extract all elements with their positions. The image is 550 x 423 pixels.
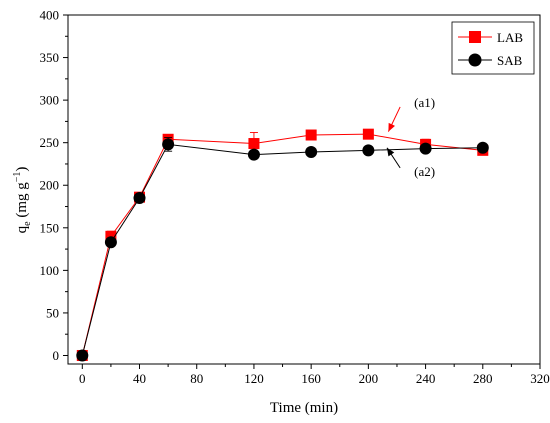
x-tick-label: 280 <box>473 371 493 386</box>
y-label-unit: (mg g <box>14 182 30 222</box>
x-tick-label: 160 <box>301 371 321 386</box>
annotation-arrow-head <box>388 122 395 132</box>
series-lab-point <box>362 128 374 140</box>
series-sab-point <box>247 148 260 161</box>
annotations: (a1) (a2) <box>386 95 435 179</box>
y-tick-label: 200 <box>40 178 60 193</box>
y-tick-label: 400 <box>40 8 60 23</box>
y-label-close: ) <box>14 167 30 172</box>
legend-lab-label: LAB <box>497 30 523 45</box>
series-sab-point <box>104 236 117 249</box>
y-tick-label: 300 <box>40 93 60 108</box>
x-tick-label: 120 <box>244 371 264 386</box>
y-label-sub: e <box>22 221 33 226</box>
series-sab-point <box>362 144 375 157</box>
series-sab-point <box>476 141 489 154</box>
y-tick-label: 100 <box>40 263 60 278</box>
legend-sab-label: SAB <box>497 53 523 68</box>
series-sab-point <box>305 146 318 159</box>
series-lab-point <box>248 138 260 150</box>
annotation-label: (a2) <box>414 164 435 179</box>
series-sab-point <box>133 192 146 205</box>
x-axis-label: Time (min) <box>270 400 338 416</box>
series-sab-point <box>162 138 175 151</box>
plot-frame <box>67 14 541 365</box>
legend-sab-marker <box>468 53 482 67</box>
series-sab-point <box>419 142 432 155</box>
legend-box <box>451 21 535 75</box>
x-tick-label: 320 <box>530 371 550 386</box>
series-layer <box>76 128 489 362</box>
y-tick-label: 50 <box>46 305 59 320</box>
y-tick-label: 0 <box>53 348 60 363</box>
y-axis-ticks: 0 50 100 150 200 250 300 350 400 <box>40 8 68 363</box>
legend-lab-marker <box>469 31 481 43</box>
x-tick-label: 40 <box>133 371 146 386</box>
annotation-arrow-head <box>386 147 395 157</box>
y-tick-label: 350 <box>40 50 60 65</box>
x-tick-label: 80 <box>190 371 203 386</box>
legend: LAB SAB <box>451 21 535 75</box>
y-tick-label: 150 <box>40 220 60 235</box>
x-tick-label: 240 <box>416 371 436 386</box>
x-tick-label: 200 <box>359 371 379 386</box>
x-axis-ticks: 0 40 80 120 160 200 240 280 320 <box>79 364 550 386</box>
series-sab <box>76 137 489 362</box>
x-tick-label: 0 <box>79 371 86 386</box>
series-sab-point <box>76 349 89 362</box>
y-axis-label: qe (mg g−1) <box>12 167 33 234</box>
annotation-label: (a1) <box>414 95 435 110</box>
y-label-sup: −1 <box>12 172 23 183</box>
series-lab-point <box>305 129 317 141</box>
y-tick-label: 250 <box>40 135 60 150</box>
y-label-q: q <box>14 225 30 233</box>
